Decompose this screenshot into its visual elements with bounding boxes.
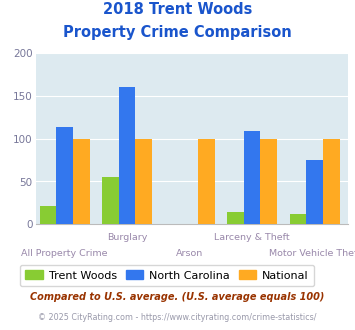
Text: Larceny & Theft: Larceny & Theft xyxy=(214,233,290,242)
Bar xyxy=(56,127,73,224)
Text: All Property Crime: All Property Crime xyxy=(21,249,108,258)
Bar xyxy=(290,214,306,224)
Bar xyxy=(40,206,56,224)
Bar xyxy=(136,139,152,224)
Legend: Trent Woods, North Carolina, National: Trent Woods, North Carolina, National xyxy=(20,265,314,286)
Text: Compared to U.S. average. (U.S. average equals 100): Compared to U.S. average. (U.S. average … xyxy=(30,292,325,302)
Bar xyxy=(323,139,340,224)
Text: 2018 Trent Woods: 2018 Trent Woods xyxy=(103,2,252,16)
Bar xyxy=(306,160,323,224)
Bar xyxy=(198,139,215,224)
Text: Burglary: Burglary xyxy=(107,233,147,242)
Text: Motor Vehicle Theft: Motor Vehicle Theft xyxy=(269,249,355,258)
Text: © 2025 CityRating.com - https://www.cityrating.com/crime-statistics/: © 2025 CityRating.com - https://www.city… xyxy=(38,313,317,322)
Bar xyxy=(261,139,277,224)
Bar xyxy=(102,177,119,224)
Bar xyxy=(119,87,136,224)
Text: Property Crime Comparison: Property Crime Comparison xyxy=(63,25,292,40)
Bar xyxy=(227,212,244,224)
Bar xyxy=(244,131,261,224)
Bar xyxy=(73,139,90,224)
Text: Arson: Arson xyxy=(176,249,203,258)
